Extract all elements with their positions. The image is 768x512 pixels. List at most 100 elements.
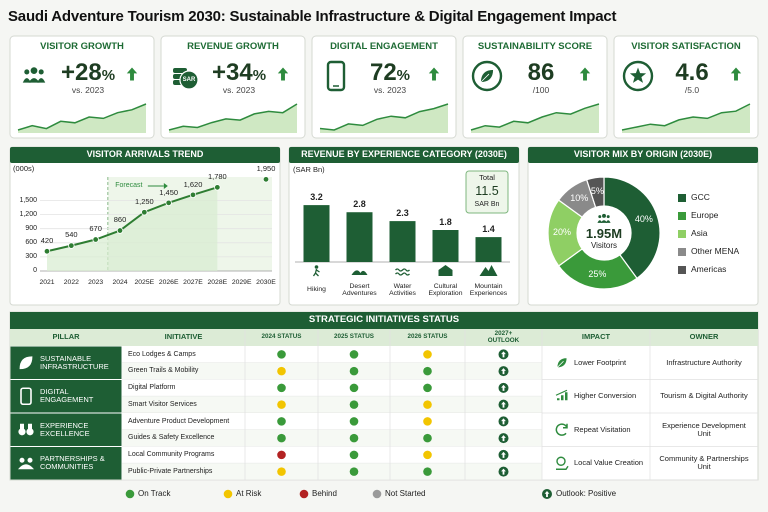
icon-text: SAR — [182, 76, 196, 83]
icon-part — [38, 69, 44, 75]
legend-label: Not Started — [385, 488, 426, 498]
y-tick-label: 600 — [25, 238, 37, 246]
legend-dot — [299, 489, 309, 499]
up-arrow — [544, 491, 550, 497]
pie-slice — [603, 176, 661, 280]
data-label: 1,950 — [256, 164, 276, 174]
status-dot — [349, 417, 359, 426]
column-header: IMPACT — [581, 332, 611, 342]
status-dot — [277, 467, 286, 476]
icon-part — [605, 220, 611, 223]
table-header-row — [10, 329, 758, 346]
line-point — [189, 191, 197, 199]
y-axis-label: (000s) — [13, 164, 35, 174]
column-header: 2025 STATUS — [333, 333, 374, 341]
x-tick-label: Hiking — [307, 286, 326, 294]
up-arrow — [730, 67, 742, 81]
x-tick-label: Water Activities — [389, 282, 416, 297]
kpi-value-group: 72% — [352, 58, 428, 86]
table-row — [122, 446, 542, 464]
y-tick-label: 900 — [25, 224, 37, 232]
kpi-label: REVENUE GROWTH — [187, 41, 279, 53]
owner: Community & Partnerships Unit — [659, 454, 749, 472]
line — [46, 186, 218, 253]
chart-title: VISITOR ARRIVALS TREND — [86, 149, 204, 160]
data-label: 2.8 — [353, 198, 366, 209]
kpi-value: 72 — [369, 59, 397, 86]
initiative-name: Public-Private Partnerships — [128, 467, 213, 475]
legend-label: Other MENA — [691, 246, 740, 257]
x-tick-label: 2021 — [39, 279, 55, 287]
kpi-value: 4.6 — [675, 59, 709, 86]
up-arrow — [501, 451, 506, 458]
kpi-value: 86 — [527, 59, 555, 86]
status-dot — [349, 350, 359, 359]
table-row — [122, 429, 542, 447]
icon-part — [479, 265, 498, 276]
sparkline — [621, 103, 751, 131]
kpi-unit: % — [101, 67, 116, 84]
kpi-value-group: +28% — [50, 58, 126, 86]
data-label: 1,620 — [183, 179, 203, 189]
data-label: 670 — [89, 224, 102, 234]
icon-part — [19, 457, 25, 463]
x-tick-label: 2024 — [112, 279, 128, 287]
up-arrow — [428, 67, 440, 81]
pie-slice — [557, 248, 638, 290]
data-label: 25% — [588, 268, 607, 279]
icon-leaf — [19, 356, 33, 370]
bar — [475, 237, 502, 262]
panel-header — [10, 147, 280, 163]
x-tick-label: Cultural Exploration — [428, 282, 463, 297]
initiative-name: Local Community Programs — [128, 451, 215, 459]
icon-part — [602, 213, 606, 218]
data-label: 420 — [40, 236, 54, 246]
status-dot — [277, 433, 286, 443]
sparkline — [319, 103, 449, 131]
data-label: 860 — [113, 215, 127, 225]
table-row — [122, 463, 542, 480]
kpi-note: vs. 2023 — [373, 84, 407, 95]
total-unit: SAR Bn — [474, 201, 500, 209]
data-label: 1,450 — [159, 187, 179, 197]
legend-label: Behind — [312, 488, 337, 498]
sparkline — [17, 103, 147, 131]
legend-label: At Risk — [236, 488, 262, 498]
icon-part — [555, 423, 568, 436]
total-value: 11.5 — [475, 184, 499, 199]
icon-part — [28, 423, 32, 430]
line-point — [165, 199, 172, 207]
icon-part — [556, 465, 569, 470]
status-dot — [423, 450, 432, 460]
pillar-cell — [10, 380, 122, 413]
status-dot — [349, 400, 359, 409]
line-point — [141, 209, 148, 216]
legend-dot — [223, 489, 233, 499]
kpi-note: /5.0 — [684, 84, 700, 95]
x-tick-label: 2029E — [231, 279, 252, 287]
initiative-name: Eco Lodges & Camps — [128, 350, 196, 358]
pillar-name: DIGITAL ENGAGEMENT — [40, 387, 94, 405]
pillar-cell — [10, 447, 122, 480]
status-dot — [277, 366, 286, 376]
legend-swatch — [678, 194, 686, 202]
line-point — [43, 248, 51, 255]
data-label: 540 — [65, 230, 78, 240]
page-title: Saudi Adventure Tourism 2030: Sustainabl… — [8, 7, 617, 25]
x-tick-label: 2030E — [256, 279, 276, 287]
y-tick-label: 300 — [25, 253, 37, 261]
icon-star — [629, 67, 647, 83]
table-row — [122, 362, 542, 380]
owner: Experience Development Unit — [662, 420, 746, 438]
initiative-name: Smart Visitor Services — [128, 400, 197, 408]
table-title-bar — [10, 312, 758, 329]
up-arrow — [501, 368, 506, 375]
status-dot — [423, 417, 432, 426]
icon-part — [20, 387, 32, 406]
status-dot — [277, 383, 286, 393]
pillar-name: EXPERIENCE EXCELLENCE — [40, 420, 90, 438]
x-tick-label: 2026E — [158, 279, 179, 287]
icon-part — [598, 215, 602, 219]
legend-swatch — [678, 266, 686, 274]
